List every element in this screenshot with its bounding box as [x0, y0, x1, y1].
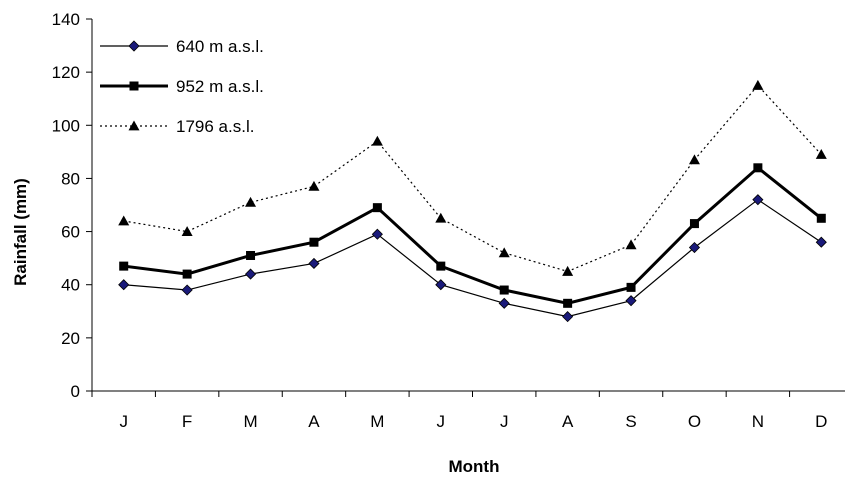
data-point: [498, 297, 510, 309]
data-point: [625, 295, 637, 307]
data-point: [562, 311, 574, 323]
series-line: [123, 198, 822, 318]
x-tick-label: A: [562, 412, 574, 431]
data-point: [435, 212, 447, 223]
data-point: [371, 228, 383, 240]
y-tick-label: 100: [52, 116, 80, 135]
legend-marker: [128, 120, 140, 131]
y-axis-title: Rainfall (mm): [11, 178, 30, 286]
x-tick-label: A: [308, 412, 320, 431]
axes: 0 20 40 60 80 100 120 140 J F M A M J J A S O N D: [52, 10, 845, 431]
data-point: [181, 226, 193, 236]
legend-item-3: 1796 a.s.l.: [100, 117, 254, 136]
x-axis-title: Month: [449, 457, 500, 476]
series-1: [118, 194, 827, 323]
legend-label: 952 m a.s.l.: [176, 77, 264, 96]
y-tick-label: 80: [61, 169, 80, 188]
data-point: [119, 261, 129, 271]
legend-item-2: 952 m a.s.l.: [100, 77, 264, 96]
data-point: [499, 285, 509, 295]
data-point: [815, 236, 827, 248]
x-tick-label: M: [370, 412, 384, 431]
y-tick-label: 120: [52, 63, 80, 82]
data-point: [626, 282, 636, 292]
data-point: [752, 194, 764, 206]
x-tick-label: F: [182, 412, 192, 431]
data-point: [244, 268, 257, 280]
series-2: [119, 163, 826, 308]
y-tick-label: 0: [71, 382, 80, 401]
data-point: [625, 239, 637, 250]
data-point: [498, 247, 510, 258]
series-line: [123, 165, 823, 305]
data-point: [118, 279, 130, 291]
x-tick-label: N: [752, 412, 764, 431]
data-point: [182, 269, 192, 279]
x-tick-label: M: [243, 412, 257, 431]
data-point: [181, 284, 193, 296]
data-point: [309, 237, 319, 247]
data-point: [246, 250, 256, 260]
data-point: [371, 135, 383, 146]
series-line: [123, 84, 822, 273]
data-point: [118, 215, 130, 226]
data-point: [815, 149, 827, 159]
data-point: [688, 241, 701, 254]
y-tick-label: 140: [52, 10, 80, 29]
series-layer: [118, 79, 827, 323]
x-tick-label: J: [119, 412, 128, 431]
data-point: [816, 213, 826, 223]
x-tick-label: S: [625, 412, 636, 431]
legend-marker: [128, 40, 140, 52]
data-point: [436, 261, 446, 271]
legend-item-1: 640 m a.s.l.: [100, 37, 264, 56]
x-tick-label: O: [688, 412, 701, 431]
legend-label: 640 m a.s.l.: [176, 37, 264, 56]
y-tick-label: 20: [61, 329, 80, 348]
data-point: [753, 163, 763, 173]
data-point: [562, 265, 574, 276]
y-tick-label: 60: [61, 223, 80, 242]
data-point: [689, 219, 699, 229]
legend-marker: [129, 81, 139, 91]
data-point: [752, 79, 764, 90]
legend-label: 1796 a.s.l.: [176, 117, 254, 136]
series-3: [118, 79, 827, 276]
x-tick-label: J: [437, 412, 446, 431]
data-point: [308, 257, 320, 270]
data-point: [372, 203, 382, 213]
data-point: [688, 154, 700, 165]
y-tick-label: 40: [61, 276, 80, 295]
legend: 640 m a.s.l. 952 m a.s.l. 1796 a.s.l.: [100, 37, 264, 136]
x-tick-label: J: [500, 412, 509, 431]
data-point: [245, 196, 257, 207]
data-point: [435, 279, 447, 291]
data-point: [308, 180, 320, 191]
data-point: [563, 298, 573, 308]
x-tick-label: D: [815, 412, 827, 431]
